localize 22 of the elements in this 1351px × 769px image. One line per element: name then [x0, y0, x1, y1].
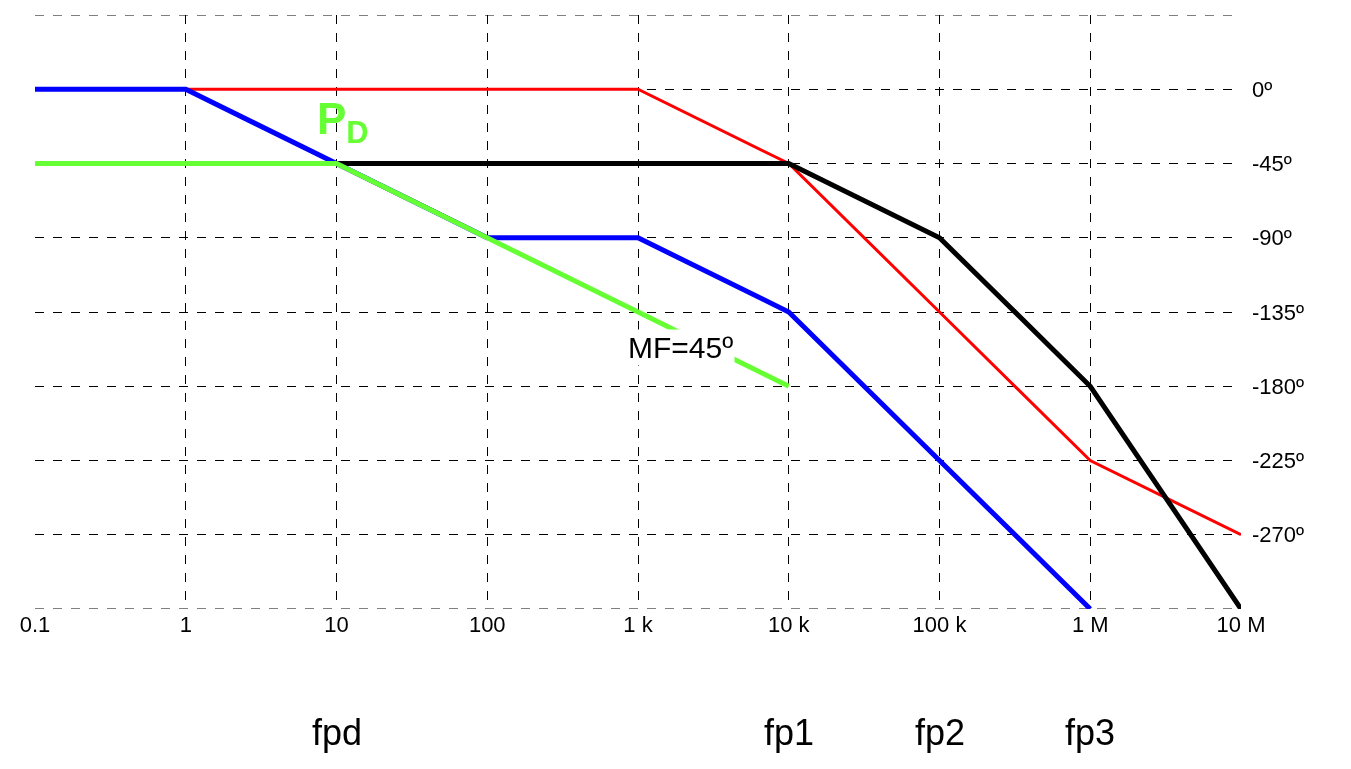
x-tick-label: 1: [179, 612, 192, 637]
x-tick-label: 100 k: [912, 612, 968, 637]
text: fp2: [915, 712, 966, 753]
x-tick-label: 0.1: [19, 612, 51, 637]
annotation: P$_{D}$: [317, 94, 369, 151]
x-tick-label: 10 M: [1216, 612, 1266, 637]
y-tick-label: -270º: [1252, 522, 1305, 548]
y-tick-label: -225º: [1252, 448, 1305, 474]
annotation: MF=45º: [628, 331, 734, 364]
x-tick-label: 1 M: [1071, 612, 1109, 637]
text: fp3: [1065, 712, 1116, 753]
x-tick-label: 100: [468, 612, 506, 637]
text: fpd: [312, 712, 363, 753]
text: fp1: [764, 712, 815, 753]
y-tick-label: -45º: [1252, 151, 1292, 177]
x-tick-label: 10: [324, 612, 349, 637]
y-tick-label: 0º: [1252, 76, 1273, 102]
x-tick-label: 10 k: [767, 612, 811, 637]
y-tick-label: -135º: [1252, 299, 1305, 325]
y-tick-label: -180º: [1252, 373, 1305, 399]
y-tick-label: -90º: [1252, 225, 1292, 251]
x-tick-label: 1 k: [623, 612, 654, 637]
